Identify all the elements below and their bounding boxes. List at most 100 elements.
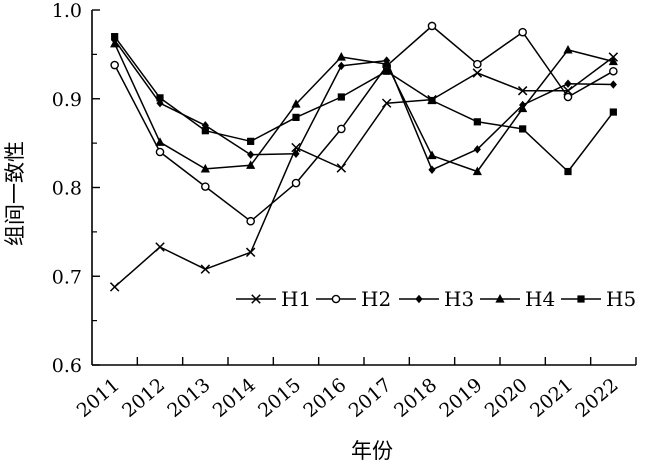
marker-stroke [200, 264, 211, 274]
data-point-h1 [155, 242, 165, 252]
legend-marker-h2 [331, 294, 341, 304]
x-axis-title: 年份 [351, 439, 393, 463]
series-h3 [111, 35, 617, 174]
series-line-h2 [114, 25, 614, 222]
data-point-h4 [518, 103, 528, 113]
x-tick-label: 2017 [345, 374, 396, 422]
x-tick-label: 2018 [390, 374, 441, 422]
data-point-h5 [292, 113, 300, 121]
data-point-h5 [201, 127, 209, 135]
series-h5 [111, 33, 617, 176]
legend-item-h3: H3 [399, 287, 474, 311]
data-point-h3 [292, 149, 300, 158]
data-point-h2 [201, 182, 210, 191]
y-tick-label: 0.8 [52, 178, 82, 200]
x-tick-label: 2011 [73, 374, 124, 422]
data-point-h3 [473, 145, 481, 154]
series-layer [109, 21, 619, 292]
data-point-h2 [337, 124, 346, 134]
data-point-h5 [473, 118, 481, 126]
data-point-h4 [110, 38, 120, 48]
data-point-h4 [200, 163, 210, 173]
data-point-h4 [382, 59, 392, 68]
legend-item-h5: H5 [561, 287, 636, 311]
legend-item-h4: H4 [480, 287, 555, 311]
legend-label-h3: H3 [444, 287, 474, 311]
data-point-h5 [383, 67, 391, 75]
x-tick-label: 2013 [163, 374, 214, 422]
data-point-h2 [427, 21, 437, 31]
legend-item-h1: H1 [236, 287, 311, 311]
data-point-h1 [381, 98, 392, 108]
data-point-h4 [427, 150, 437, 160]
data-point-h2 [110, 60, 119, 70]
data-point-h3 [428, 165, 436, 174]
y-axis-title: 组间一致性 [3, 141, 27, 246]
x-tick-label: 2019 [435, 374, 486, 422]
marker-stroke [291, 142, 301, 153]
series-line-h3 [114, 39, 614, 171]
legend-label-h2: H2 [361, 287, 391, 311]
data-point-h3 [247, 150, 255, 159]
data-point-h4 [563, 44, 573, 54]
axes: 0.60.70.80.91.02011201220132014201520162… [52, 0, 637, 422]
data-point-h1 [336, 163, 347, 173]
data-point-h1 [200, 264, 211, 274]
marker-stroke [336, 163, 347, 173]
y-tick-label: 1.0 [52, 0, 82, 22]
data-point-h4 [608, 56, 618, 66]
legend-marker-h5 [577, 295, 585, 303]
x-tick-label: 2022 [571, 374, 622, 422]
x-tick-label: 2016 [299, 374, 350, 422]
data-point-h5 [609, 108, 617, 116]
data-point-h3 [564, 79, 572, 88]
marker-stroke [109, 282, 120, 292]
data-point-h1 [291, 142, 301, 153]
data-point-h4 [336, 52, 346, 61]
x-tick-label: 2020 [481, 374, 532, 422]
series-line-h4 [114, 43, 614, 173]
legend-marker-h3 [415, 294, 423, 304]
marker-stroke [381, 98, 392, 108]
data-point-h2 [291, 178, 301, 188]
axis-titles: 年份 组间一致性 [3, 141, 393, 463]
x-tick-label: 2014 [209, 374, 260, 422]
data-point-h5 [247, 137, 255, 145]
x-tick-label: 2021 [526, 374, 577, 422]
data-point-h3 [609, 80, 617, 89]
data-point-h1 [472, 68, 483, 78]
y-tick-label: 0.6 [52, 355, 82, 377]
data-point-h2 [518, 27, 527, 37]
data-point-h4 [246, 160, 256, 169]
marker-stroke [155, 242, 165, 252]
x-tick-label: 2012 [118, 374, 169, 422]
series-line-h1 [114, 56, 614, 288]
legend-item-h2: H2 [316, 287, 391, 311]
marker-stroke [245, 247, 256, 258]
legend-label-h5: H5 [606, 287, 636, 311]
x-tick-label: 2015 [254, 374, 305, 422]
data-point-h1 [245, 247, 256, 258]
marker-stroke [472, 68, 483, 78]
y-tick-label: 0.9 [52, 89, 82, 111]
data-point-h2 [609, 66, 618, 76]
legend-marker-h1 [251, 294, 261, 304]
data-point-h1 [517, 86, 528, 96]
data-point-h4 [472, 166, 482, 176]
data-point-h5 [564, 167, 572, 176]
data-point-h1 [109, 282, 120, 292]
legend: H1 H2 H3 H4 H5 [236, 287, 636, 311]
data-point-h2 [473, 59, 482, 69]
marker-stroke [251, 294, 261, 304]
data-point-h3 [337, 61, 345, 71]
data-point-h5 [337, 93, 345, 101]
series-h2 [110, 21, 618, 226]
data-point-h4 [155, 137, 165, 146]
legend-label-h4: H4 [525, 287, 555, 311]
data-point-h4 [291, 99, 301, 108]
data-point-h5 [519, 125, 527, 133]
data-point-h5 [428, 96, 436, 105]
data-point-h2 [246, 216, 255, 226]
